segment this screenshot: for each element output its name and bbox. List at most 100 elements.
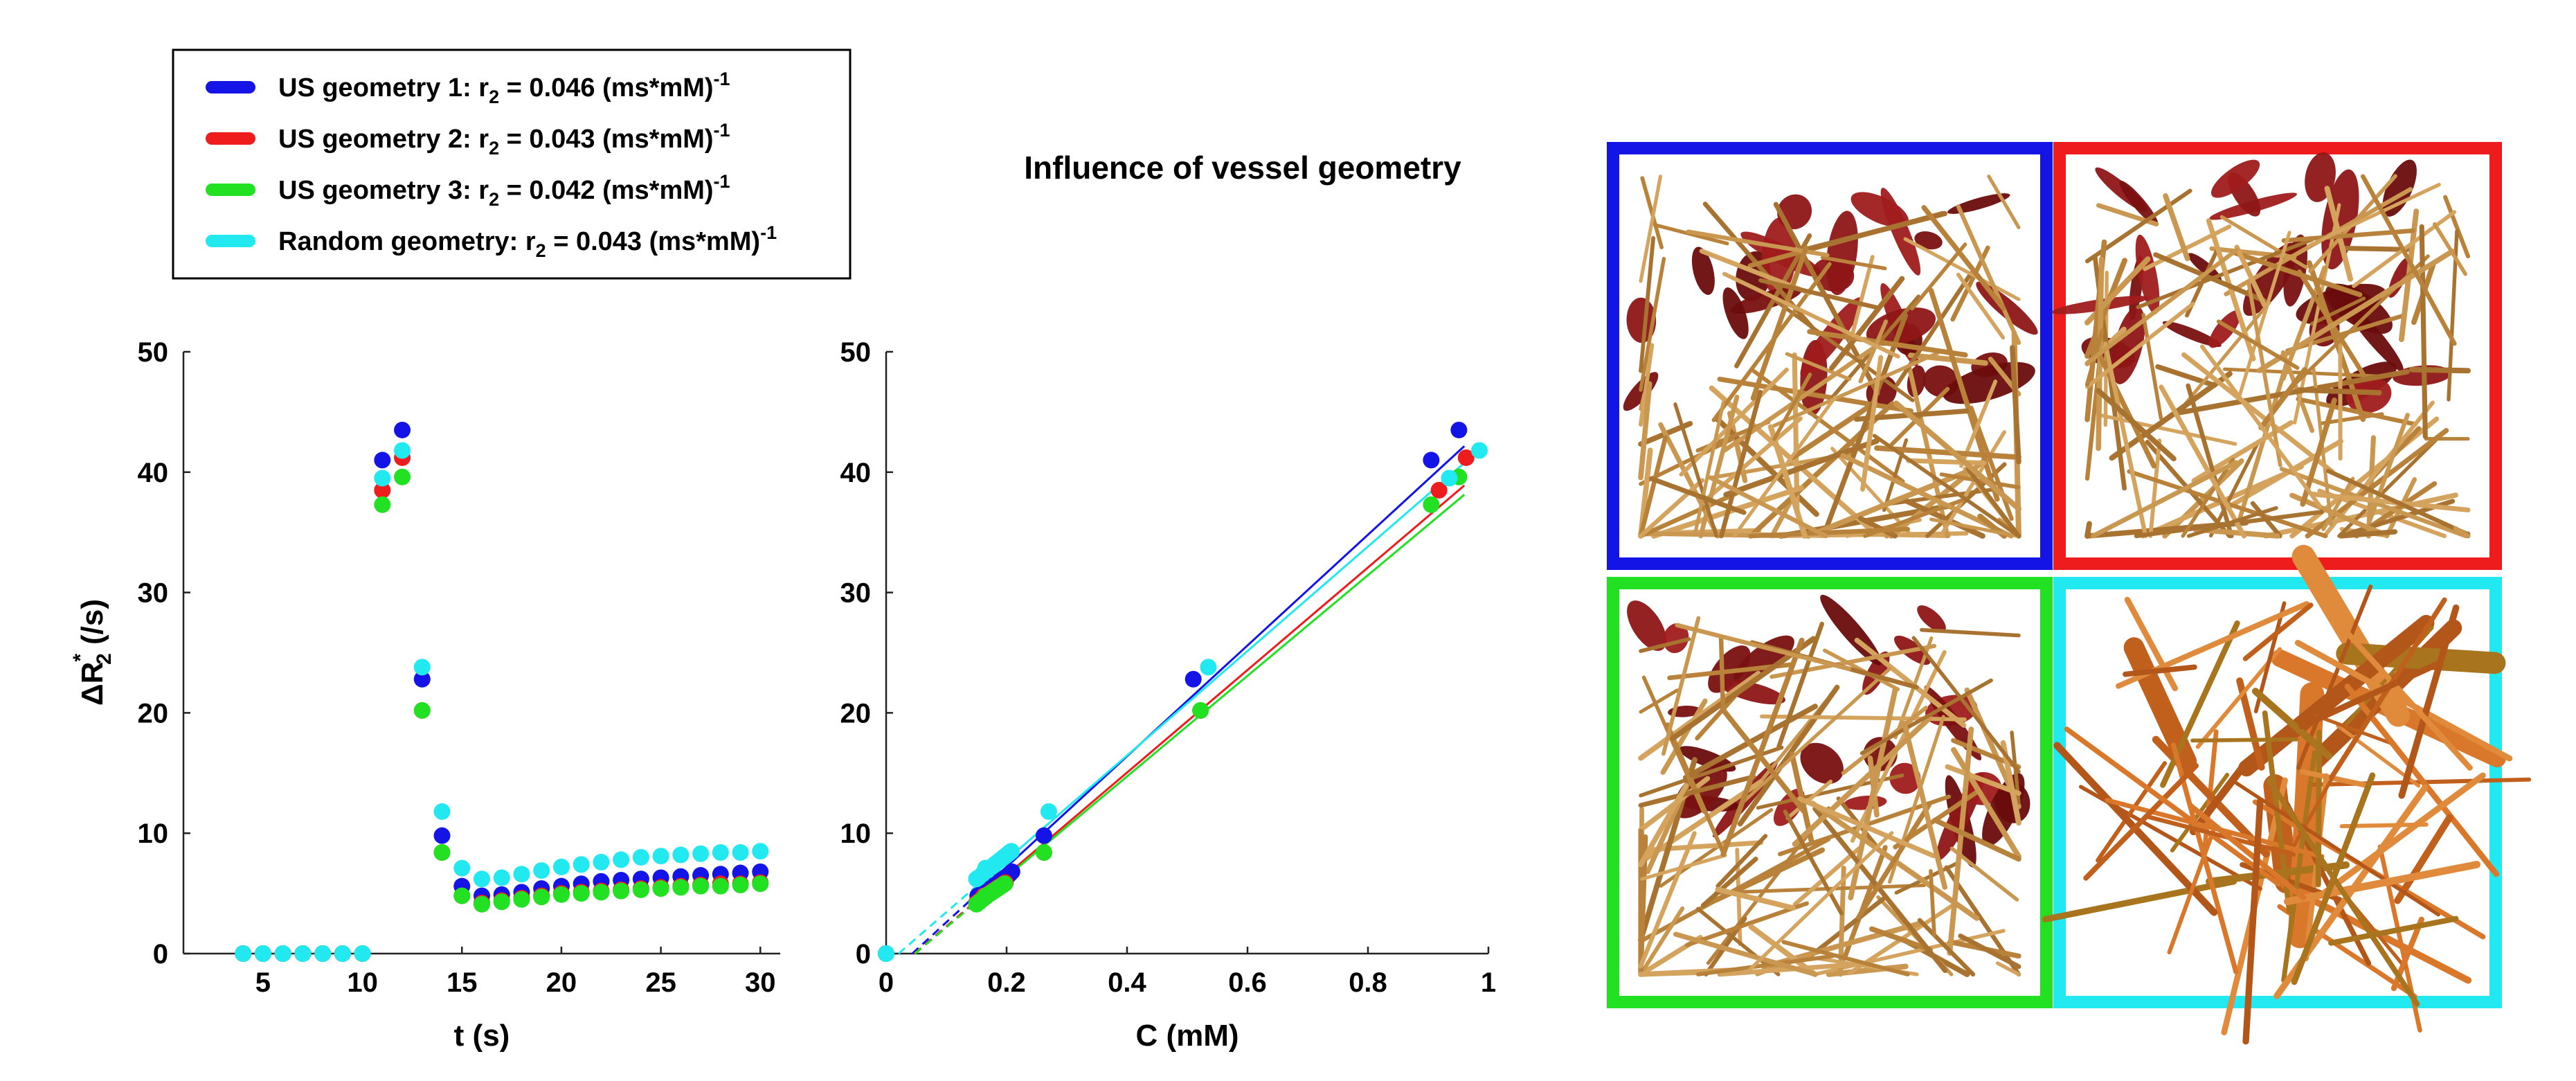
capillary <box>2309 491 2471 512</box>
vessel-network-render <box>1627 594 2030 977</box>
random-vessel <box>2314 714 2396 747</box>
capillary <box>1639 688 1679 714</box>
capillary <box>1958 933 2021 970</box>
conc-xtick-label: 1 <box>1481 967 1496 998</box>
large-vessel <box>1691 247 1715 295</box>
capillary <box>1856 802 1931 920</box>
time-data-point <box>394 442 411 459</box>
conc-xtick-label: 0.4 <box>1108 967 1146 998</box>
capillary <box>1665 722 1725 854</box>
capillary <box>2296 387 2382 395</box>
capillary <box>2321 476 2355 532</box>
conc-ytick-label: 30 <box>840 578 872 609</box>
capillary <box>1738 667 1891 807</box>
time-data-point <box>354 945 371 962</box>
time-xtick-label: 10 <box>347 967 378 998</box>
capillary <box>1723 438 1880 498</box>
capillary <box>1639 343 1655 427</box>
random-vessel <box>2238 614 2435 777</box>
random-vessel <box>2123 637 2197 772</box>
time-data-point <box>613 882 630 900</box>
capillary <box>1956 204 2021 346</box>
random-vessel <box>2242 797 2264 1045</box>
legend-box <box>172 48 852 280</box>
time-data-point <box>374 496 391 513</box>
capillary <box>1903 237 2021 301</box>
capillary <box>1956 272 2006 340</box>
conc-fit-line <box>982 445 1466 890</box>
capillary <box>1702 202 1820 337</box>
capillary <box>1638 831 1697 969</box>
capillary <box>1928 287 2000 502</box>
capillary <box>1638 774 1756 808</box>
capillary <box>1645 798 1682 875</box>
capillary <box>2084 521 2092 539</box>
large-vessel <box>1917 605 1946 632</box>
large-vessel <box>1880 188 1921 276</box>
capillary <box>1767 424 1808 539</box>
capillary <box>2186 506 2278 538</box>
random-vessel <box>2317 772 2486 899</box>
random-vessel <box>2251 688 2333 760</box>
capillary <box>2219 215 2308 269</box>
conc-data-point <box>1192 702 1209 719</box>
capillary <box>2318 412 2384 426</box>
time-ytick-label: 10 <box>138 819 169 849</box>
capillary <box>1829 276 1905 371</box>
capillary <box>2163 193 2190 262</box>
capillary <box>1700 856 1758 909</box>
conc-fit-extrapolation <box>898 879 984 955</box>
capillary <box>1698 394 1740 539</box>
capillary <box>2433 222 2468 276</box>
capillary <box>1893 400 2021 512</box>
conc-fit-line <box>982 462 1466 882</box>
capillary <box>1718 636 1726 711</box>
capillary <box>2216 319 2300 370</box>
random-vessel <box>2281 750 2317 983</box>
capillary <box>1917 918 1976 977</box>
vessel-network-render <box>2051 152 2471 539</box>
large-vessel <box>1889 762 1921 794</box>
capillary <box>1807 329 1968 358</box>
time-data-point <box>573 856 590 873</box>
random-vessel <box>2291 772 2376 985</box>
time-data-point <box>433 803 451 820</box>
capillary <box>1638 478 1705 539</box>
vessel-render-panels <box>1607 142 2532 1045</box>
conc-ytick-label: 20 <box>840 698 872 729</box>
capillary <box>1772 351 1940 428</box>
capillary <box>2256 249 2456 373</box>
capillary <box>1996 961 2021 976</box>
capillary <box>2159 384 2247 539</box>
capillary <box>1965 466 2021 539</box>
capillary <box>1900 496 1985 539</box>
time-xtick-label: 20 <box>546 967 577 998</box>
conc-xtick-label: 0.8 <box>1349 967 1387 998</box>
capillary <box>1639 637 1691 653</box>
capillary <box>2258 367 2307 431</box>
conc-x-label: C (mM) <box>1135 1019 1239 1053</box>
capillary <box>1921 205 2006 311</box>
capillary <box>1675 623 1852 672</box>
capillary <box>1748 526 1910 539</box>
capillary <box>1673 402 1718 538</box>
random-vessel <box>2096 761 2168 863</box>
large-vessel <box>1812 257 1855 292</box>
vessel-network-render <box>2042 544 2532 1045</box>
capillary <box>1751 368 1905 483</box>
random-vessel <box>2262 710 2292 914</box>
capillary <box>1745 831 1894 974</box>
capillary <box>2322 400 2435 539</box>
capillary <box>2342 245 2411 252</box>
capillary <box>2361 174 2457 346</box>
figure-title: Influence of vessel geometry <box>1024 150 1461 186</box>
time-data-point <box>413 659 431 676</box>
capillary <box>1758 278 1882 311</box>
capillary <box>1890 487 1999 506</box>
capillary <box>1854 637 1967 728</box>
conc-data-point <box>1185 670 1202 688</box>
capillary <box>1638 783 1689 868</box>
random-vessel <box>2123 664 2197 677</box>
time-data-point <box>394 468 411 485</box>
capillary <box>1720 706 1806 814</box>
